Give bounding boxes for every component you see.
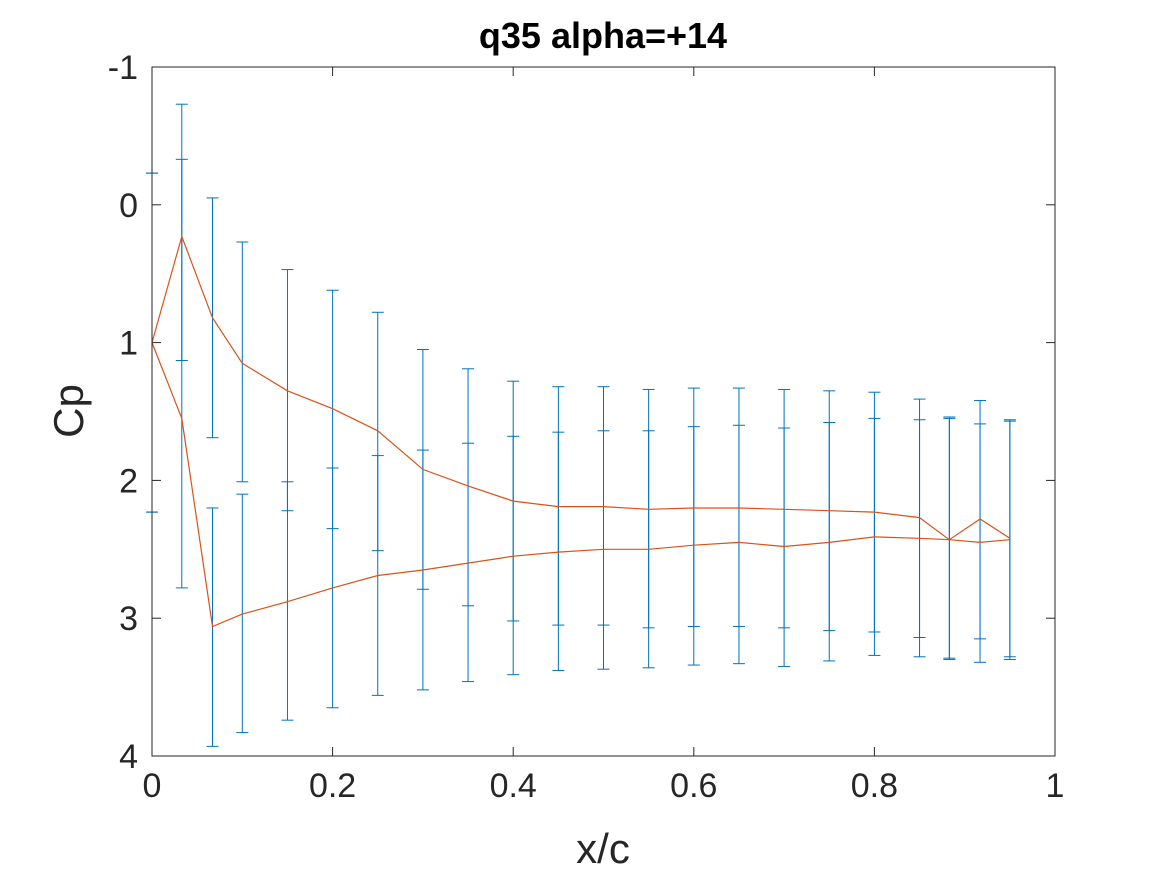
x-axis-label: x/c bbox=[576, 825, 630, 872]
chart-title: q35 alpha=+14 bbox=[479, 15, 727, 56]
series-lines bbox=[151, 234, 1011, 628]
series-line-1 bbox=[151, 234, 1011, 541]
x-tick-label: 0.2 bbox=[309, 767, 356, 805]
x-tick-label: 0.6 bbox=[670, 767, 717, 805]
x-tick-label: 0.4 bbox=[490, 767, 537, 805]
y-tick-label: 0 bbox=[119, 187, 138, 225]
x-tick-label: 0.8 bbox=[851, 767, 898, 805]
series-line-2 bbox=[151, 342, 1010, 628]
y-tick-label: 1 bbox=[119, 325, 138, 363]
y-tick-label: -1 bbox=[108, 49, 138, 87]
y-tick-label: 2 bbox=[119, 462, 138, 500]
y-tick-labels: -1 0 1 2 3 4 bbox=[108, 49, 138, 776]
x-tick-labels: 0 0.2 0.4 0.6 0.8 1 bbox=[143, 767, 1065, 805]
axes-box bbox=[151, 66, 1056, 757]
y-tick-label: 4 bbox=[119, 738, 138, 776]
x-tick-label: 0 bbox=[143, 767, 162, 805]
x-tick-label: 1 bbox=[1046, 767, 1065, 805]
y-axis-label: Cp bbox=[45, 384, 92, 438]
y-tick-label: 3 bbox=[119, 600, 138, 638]
